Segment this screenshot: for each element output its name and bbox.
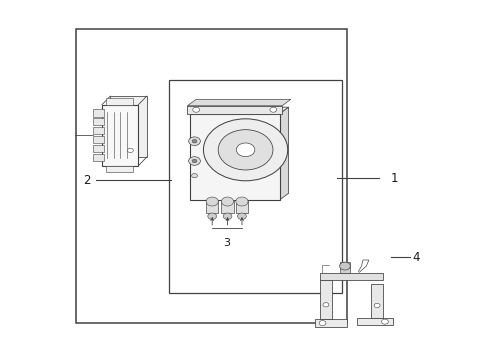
Circle shape: [218, 130, 272, 170]
Circle shape: [207, 213, 216, 220]
Circle shape: [188, 137, 200, 145]
Bar: [221, 200, 233, 213]
Circle shape: [188, 157, 200, 165]
Circle shape: [127, 148, 133, 153]
Bar: [189, 114, 279, 200]
Circle shape: [269, 107, 276, 112]
Polygon shape: [187, 99, 290, 106]
Polygon shape: [356, 318, 392, 325]
Bar: [339, 262, 349, 273]
Bar: [93, 154, 103, 161]
Polygon shape: [189, 107, 288, 114]
Circle shape: [205, 197, 218, 206]
Bar: [93, 136, 103, 143]
Text: 2: 2: [83, 174, 91, 186]
Text: 4: 4: [412, 251, 419, 264]
Circle shape: [381, 319, 387, 324]
Circle shape: [236, 143, 254, 157]
Circle shape: [191, 174, 197, 178]
Bar: [93, 145, 103, 152]
Bar: [105, 166, 133, 172]
Circle shape: [339, 262, 349, 270]
Circle shape: [221, 197, 233, 206]
Bar: [320, 273, 383, 280]
Circle shape: [323, 303, 328, 307]
Circle shape: [319, 320, 325, 325]
Text: 1: 1: [390, 172, 397, 185]
Bar: [320, 280, 331, 319]
Bar: [168, 80, 341, 293]
Circle shape: [192, 139, 197, 143]
Bar: [76, 30, 346, 323]
Bar: [93, 127, 103, 134]
Bar: [235, 200, 247, 213]
Circle shape: [203, 119, 287, 181]
Circle shape: [373, 303, 379, 308]
Bar: [187, 106, 282, 114]
Bar: [93, 109, 103, 117]
Polygon shape: [279, 107, 288, 200]
Polygon shape: [315, 319, 346, 327]
Circle shape: [237, 213, 246, 220]
Text: 3: 3: [223, 238, 230, 248]
Circle shape: [192, 107, 199, 112]
Bar: [205, 200, 218, 213]
Bar: [102, 105, 138, 166]
Bar: [110, 96, 146, 157]
Bar: [105, 98, 133, 105]
Bar: [370, 284, 382, 318]
Bar: [93, 118, 103, 126]
Circle shape: [192, 159, 197, 163]
Circle shape: [235, 197, 247, 206]
Circle shape: [223, 213, 231, 220]
